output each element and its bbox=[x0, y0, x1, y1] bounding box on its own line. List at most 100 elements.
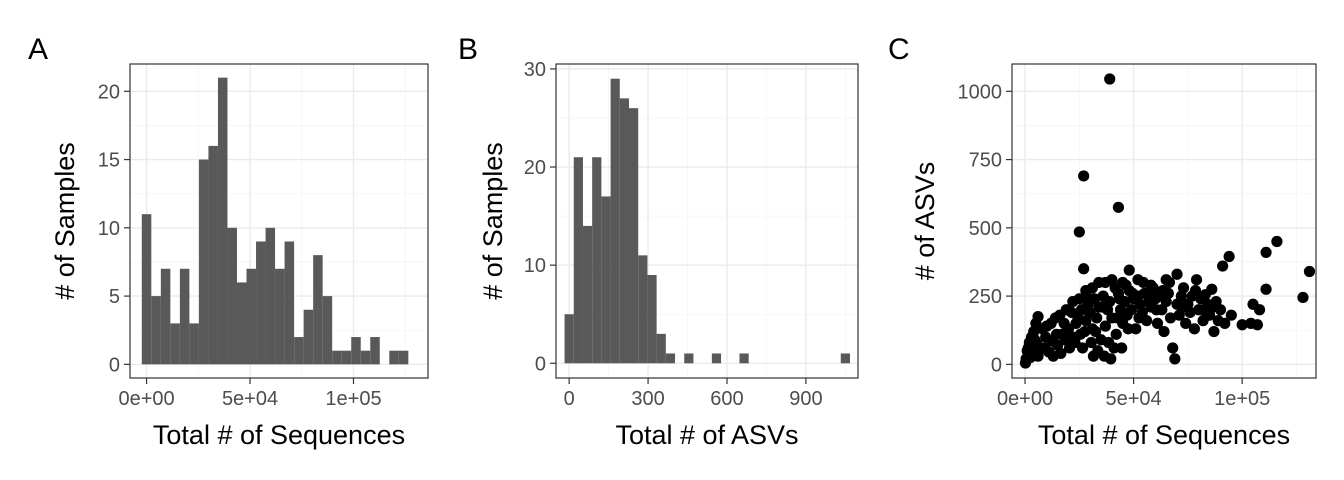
panel-c-scatter-point bbox=[1091, 312, 1103, 324]
panel-c-axis-ticks: 0e+00 5e+04 1e+05 0 250 500 750 1000 bbox=[958, 81, 1271, 410]
panel-c-scatter-point bbox=[1163, 276, 1176, 289]
panel-a-x-tick-label: 0e+00 bbox=[118, 388, 174, 410]
panel-b-frame bbox=[555, 63, 859, 379]
panel-c-scatter-point bbox=[1125, 304, 1138, 316]
panel-c-scatter-point bbox=[1066, 306, 1078, 319]
panel-c-scatter-point bbox=[1133, 312, 1145, 324]
panel-c-scatter-points bbox=[1019, 73, 1316, 369]
panel-a-frame bbox=[129, 63, 429, 379]
panel-c-y-tick-label: 250 bbox=[969, 286, 1002, 308]
panel-c-scatter-point bbox=[1177, 282, 1190, 294]
panel-b-y-axis-title: # of Samples bbox=[478, 142, 508, 300]
panel-a: A 0e+00 5e+04 1e+05 0 5 10 15 20 Total # of Seq… bbox=[28, 33, 429, 450]
panel-a-histogram-bar bbox=[284, 241, 295, 365]
panel-a-x-tick-label: 5e+04 bbox=[222, 388, 278, 410]
panel-b-x-tick-label: 900 bbox=[789, 388, 822, 410]
panel-b-y-tick-label: 20 bbox=[524, 157, 546, 179]
panel-c-scatter-point bbox=[1073, 226, 1085, 238]
panel-c-scatter-point bbox=[1151, 317, 1164, 329]
panel-c-scatter-point bbox=[1137, 276, 1149, 289]
panel-a-histogram-bar bbox=[198, 159, 209, 365]
panel-c-scatter-point bbox=[1157, 285, 1169, 297]
panel-b: B 0 300 600 900 0 10 20 30 Total # of ASVs # of… bbox=[458, 33, 859, 450]
panel-b-histogram-bar bbox=[840, 353, 850, 364]
panel-c-scatter-point bbox=[1247, 298, 1259, 310]
panel-c-scatter-point bbox=[1190, 274, 1203, 286]
panel-b-x-axis-title: Total # of ASVs bbox=[615, 420, 798, 450]
panel-a-histogram-bar bbox=[189, 323, 199, 365]
panel-b-histogram-bar bbox=[601, 196, 611, 364]
panel-c-scatter-point bbox=[1260, 283, 1272, 295]
panel-c-scatter-point bbox=[1085, 336, 1097, 349]
panel-c-scatter-point bbox=[1207, 301, 1219, 313]
panel-c-y-tick-label: 500 bbox=[969, 218, 1002, 240]
panel-c-y-tick-label: 0 bbox=[991, 354, 1002, 376]
panel-a-histogram-bar bbox=[360, 350, 371, 365]
panel-c-scatter-point bbox=[1126, 287, 1139, 299]
panel-c-scatter-point bbox=[1123, 264, 1135, 276]
panel-b-histogram-bar bbox=[592, 157, 602, 364]
panel-c-scatter-point bbox=[1080, 315, 1092, 327]
panel-b-axis-ticks: 0 300 600 900 0 10 20 30 bbox=[524, 59, 823, 410]
panel-a-y-axis-title: # of Samples bbox=[50, 142, 80, 300]
panel-c-scatter-point bbox=[1144, 290, 1156, 302]
panel-a-histogram-bar bbox=[322, 296, 333, 365]
panel-b-histogram-bar bbox=[711, 353, 722, 364]
panel-c: C 0e+00 5e+04 1e+05 0 250 500 750 1000 Total # … bbox=[888, 33, 1317, 450]
panel-c-scatter-point bbox=[1167, 342, 1179, 354]
panel-c-scatter-point bbox=[1078, 170, 1090, 182]
panel-c-scatter-point bbox=[1169, 353, 1181, 365]
panel-c-scatter-point bbox=[1120, 279, 1132, 291]
panel-c-scatter-point bbox=[1081, 304, 1093, 316]
panel-c-scatter-point bbox=[1171, 268, 1183, 280]
panel-c-x-tick-label: 1e+05 bbox=[1214, 388, 1270, 410]
panel-b-histogram-bars bbox=[564, 78, 850, 364]
panel-c-scatter-point bbox=[1251, 319, 1263, 331]
panel-a-histogram-bar bbox=[351, 337, 361, 365]
panel-a-histogram-bar bbox=[236, 282, 247, 365]
panel-a-histogram-bar bbox=[179, 268, 190, 365]
panel-a-y-tick-label: 0 bbox=[109, 354, 120, 376]
panel-c-y-tick-label: 1000 bbox=[958, 81, 1003, 103]
panel-b-histogram-bar bbox=[573, 157, 583, 364]
panel-a-histogram-bar bbox=[275, 268, 285, 365]
panel-a-histogram-bar bbox=[217, 77, 228, 365]
panel-a-histogram-bar bbox=[341, 350, 352, 365]
panel-c-scatter-point bbox=[1069, 336, 1081, 349]
panel-a-histogram-bar bbox=[294, 337, 304, 365]
panel-a-histogram-bars bbox=[141, 77, 409, 365]
panel-b-histogram-bar bbox=[684, 353, 694, 364]
panel-a-y-tick-label: 20 bbox=[98, 81, 120, 103]
panel-c-scatter-point bbox=[1112, 201, 1124, 213]
panel-a-histogram-bar bbox=[227, 227, 237, 365]
panel-a-histogram-bar bbox=[265, 227, 276, 365]
panel-letter-b: B bbox=[458, 33, 478, 66]
panel-c-scatter-point bbox=[1055, 347, 1067, 360]
panel-letter-c: C bbox=[888, 33, 910, 66]
panel-c-scatter-point bbox=[1236, 319, 1248, 331]
panel-a-y-tick-label: 15 bbox=[98, 150, 120, 172]
panel-c-frame bbox=[1011, 63, 1317, 379]
panel-c-x-tick-label: 5e+04 bbox=[1106, 388, 1162, 410]
panel-a-histogram-bar bbox=[160, 268, 171, 365]
panel-c-scatter-point bbox=[1029, 334, 1041, 346]
panel-c-scatter-point bbox=[1078, 263, 1090, 275]
panel-b-histogram-bar bbox=[665, 353, 676, 364]
panel-c-scatter-point bbox=[1208, 325, 1220, 338]
panel-a-x-axis-title: Total # of Sequences bbox=[153, 420, 405, 450]
panel-c-scatter-point bbox=[1116, 342, 1128, 354]
panel-a-histogram-bar bbox=[151, 296, 161, 365]
panel-b-x-tick-label: 0 bbox=[564, 388, 575, 410]
panel-a-histogram-bar bbox=[389, 350, 399, 365]
panel-a-histogram-bar bbox=[141, 214, 152, 365]
panel-a-histogram-bar bbox=[398, 350, 409, 365]
panel-c-scatter-point bbox=[1109, 282, 1121, 294]
panel-b-y-tick-label: 10 bbox=[524, 255, 546, 277]
panel-b-histogram-bar bbox=[619, 98, 630, 364]
panel-c-scatter-point bbox=[1180, 317, 1192, 329]
panel-c-scatter-point bbox=[1024, 351, 1037, 364]
panel-letter-a: A bbox=[28, 33, 48, 66]
panel-a-histogram-bar bbox=[313, 255, 323, 365]
panel-c-x-tick-label: 0e+00 bbox=[997, 388, 1053, 410]
